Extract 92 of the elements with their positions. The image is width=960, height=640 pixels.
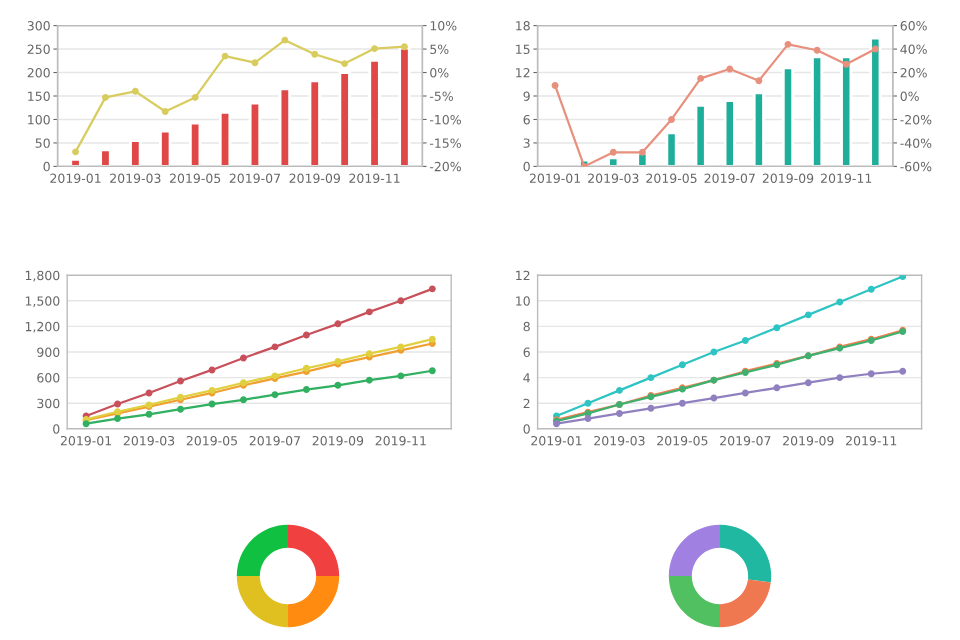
point — [804, 311, 812, 319]
point — [131, 87, 139, 95]
point — [678, 399, 686, 407]
point — [710, 348, 718, 356]
bar — [248, 101, 262, 167]
point — [72, 148, 80, 156]
bar — [218, 111, 232, 167]
bar — [159, 129, 172, 167]
donut-slice — [288, 524, 340, 576]
point — [101, 93, 109, 101]
point — [773, 384, 781, 392]
point — [813, 46, 821, 54]
point — [302, 386, 310, 394]
point — [899, 367, 907, 375]
bar — [308, 79, 321, 167]
point — [697, 74, 705, 82]
point — [836, 298, 844, 306]
line-series — [551, 40, 879, 167]
point — [842, 60, 850, 68]
point — [281, 36, 289, 44]
bar — [129, 139, 142, 167]
point — [239, 354, 247, 362]
donut-slice — [288, 576, 340, 628]
point — [741, 389, 749, 397]
point — [615, 386, 623, 394]
point — [773, 324, 781, 332]
point — [755, 77, 763, 85]
bar — [69, 157, 82, 167]
bar — [840, 55, 853, 167]
donut-slice — [236, 524, 288, 576]
donut-slice — [668, 524, 720, 576]
bar — [99, 148, 112, 167]
point — [609, 148, 617, 156]
point — [428, 285, 436, 293]
point — [341, 60, 349, 68]
bar — [781, 66, 795, 167]
donut-slice — [720, 579, 771, 628]
point — [371, 45, 379, 53]
bar — [607, 156, 620, 167]
point — [726, 65, 734, 73]
bar — [188, 121, 202, 167]
point — [804, 379, 812, 387]
bar — [811, 55, 824, 167]
point — [710, 394, 718, 402]
bar — [869, 36, 882, 167]
point — [145, 410, 153, 418]
point — [239, 396, 247, 404]
point — [251, 59, 259, 67]
point — [584, 415, 592, 423]
bar — [398, 46, 411, 167]
point — [311, 50, 319, 58]
bar — [278, 87, 292, 167]
bar — [338, 71, 351, 167]
point — [334, 381, 342, 389]
point — [161, 108, 169, 115]
point — [397, 297, 405, 305]
point — [784, 40, 792, 48]
point — [191, 93, 199, 101]
point — [871, 45, 879, 53]
point — [678, 361, 686, 369]
point — [114, 415, 122, 423]
bar — [752, 91, 765, 167]
point — [668, 115, 675, 123]
donut-slice — [720, 524, 772, 583]
point — [365, 308, 373, 316]
point — [334, 320, 342, 328]
point — [647, 374, 655, 382]
point — [647, 404, 655, 412]
point — [638, 148, 646, 156]
point — [271, 391, 279, 399]
point — [615, 409, 623, 417]
point — [114, 400, 122, 408]
point — [400, 43, 408, 51]
point — [741, 337, 749, 344]
point — [551, 81, 559, 89]
bar — [723, 99, 736, 167]
point — [365, 376, 373, 384]
point — [584, 399, 592, 407]
donut-slice — [236, 576, 288, 628]
point — [302, 331, 310, 339]
point — [397, 372, 405, 380]
point — [428, 335, 436, 343]
point — [428, 367, 436, 375]
point — [867, 370, 875, 378]
bar — [665, 131, 678, 167]
point — [177, 405, 184, 413]
bar — [694, 104, 707, 167]
donut-slice — [668, 576, 720, 628]
bar — [368, 58, 381, 167]
point — [836, 374, 844, 382]
point — [867, 285, 875, 293]
point — [177, 377, 184, 385]
